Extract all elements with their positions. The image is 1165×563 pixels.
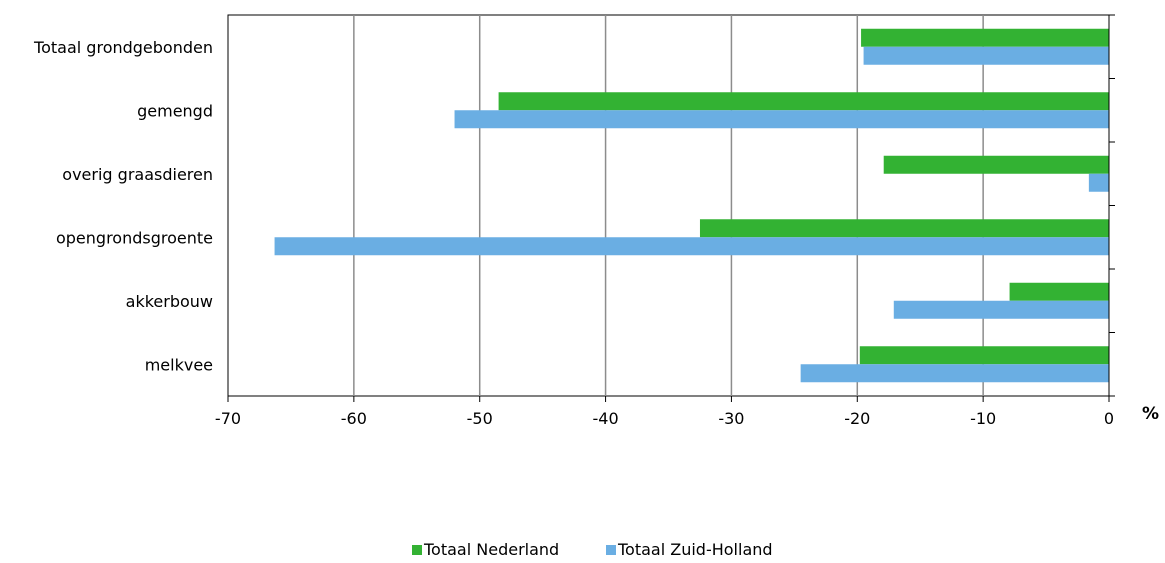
x-tick-label: -20 xyxy=(844,409,870,428)
bars xyxy=(274,28,1109,383)
category-label: gemengd xyxy=(137,101,213,120)
bar-zuid-holland xyxy=(863,46,1109,65)
category-label: overig graasdieren xyxy=(62,165,213,184)
bar-zuid-holland xyxy=(1088,173,1109,192)
x-tick-label: -60 xyxy=(341,409,367,428)
category-label: opengrondsgroente xyxy=(56,228,213,247)
bar-nederland xyxy=(859,346,1109,365)
gridlines xyxy=(353,15,984,396)
category-label: akkerbouw xyxy=(126,292,213,311)
x-tick-label: -70 xyxy=(215,409,241,428)
legend: Totaal Nederland Totaal Zuid-Holland xyxy=(412,540,773,559)
bar-nederland xyxy=(699,219,1109,238)
axes xyxy=(227,14,1115,402)
x-tick-label: -30 xyxy=(718,409,744,428)
bar-nederland xyxy=(498,92,1109,111)
x-tick-label: 0 xyxy=(1104,409,1114,428)
category-label: melkvee xyxy=(145,355,213,374)
bar-nederland xyxy=(861,28,1109,47)
legend-swatch xyxy=(412,545,422,555)
plot-area xyxy=(227,14,1110,397)
x-tick-label: -10 xyxy=(970,409,996,428)
bar-zuid-holland xyxy=(800,364,1109,383)
x-tick-labels: -70 -60 -50 -40 -30 -20 -10 0 xyxy=(215,409,1114,428)
category-label: Totaal grondgebonden xyxy=(33,38,213,57)
bar-nederland xyxy=(883,155,1109,174)
bar-zuid-holland xyxy=(274,237,1109,256)
x-unit-label: % xyxy=(1142,404,1159,424)
legend-label: Totaal Nederland xyxy=(423,540,559,559)
bar-zuid-holland xyxy=(893,300,1109,319)
bar-nederland xyxy=(1009,282,1109,301)
x-tick-label: -50 xyxy=(467,409,493,428)
bar-zuid-holland xyxy=(454,110,1109,129)
x-tick-label: -40 xyxy=(593,409,619,428)
category-labels: Totaal grondgebonden gemengd overig graasd… xyxy=(33,38,213,375)
legend-swatch xyxy=(606,545,616,555)
legend-label: Totaal Zuid-Holland xyxy=(617,540,773,559)
